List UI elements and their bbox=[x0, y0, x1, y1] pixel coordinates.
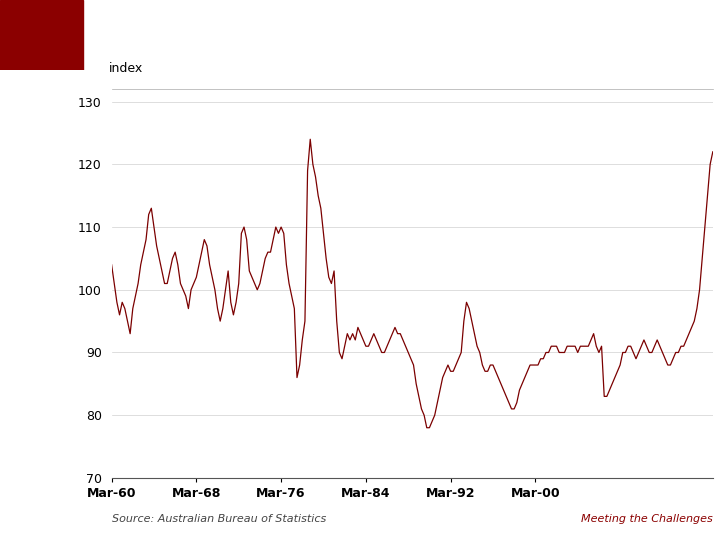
Bar bbox=[0, 0, 83, 70]
Text: Terms of Trade: Terms of Trade bbox=[90, 29, 287, 53]
Text: Meeting the Challenges: Meeting the Challenges bbox=[581, 514, 713, 524]
Text: index: index bbox=[109, 63, 143, 76]
Text: 2006-07 VICTORIAN BUDGET: 2006-07 VICTORIAN BUDGET bbox=[37, 351, 46, 474]
Text: Source: Australian Bureau of Statistics: Source: Australian Bureau of Statistics bbox=[112, 514, 326, 524]
